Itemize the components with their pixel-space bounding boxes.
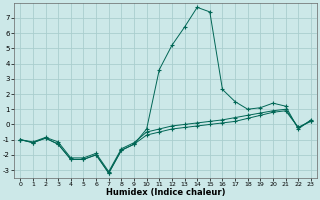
X-axis label: Humidex (Indice chaleur): Humidex (Indice chaleur)	[106, 188, 225, 197]
